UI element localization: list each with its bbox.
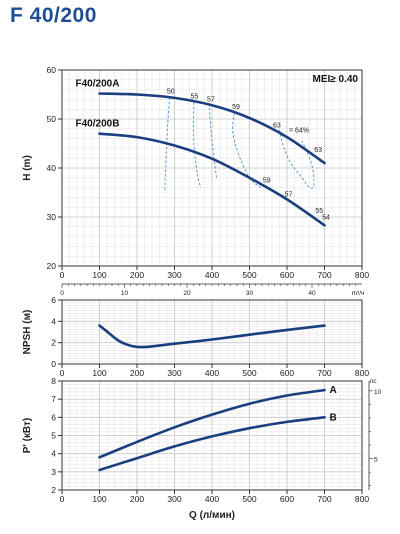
- page-title: F 40/200: [10, 4, 97, 27]
- efficiency-label: 57: [285, 191, 293, 198]
- y-tick-label: 6: [51, 412, 56, 422]
- efficiency-curve-55: [192, 102, 202, 188]
- y-axis-title: H (m): [22, 155, 33, 181]
- y-tick-label: 40: [47, 163, 57, 173]
- series-label: F40/200B: [76, 119, 120, 130]
- x-tick-label: 300: [167, 494, 181, 504]
- mei-annotation: MEI≥ 0.40: [312, 74, 358, 85]
- secondary-x-tick-label: 20: [183, 290, 191, 297]
- x-tick-label: 600: [280, 368, 294, 378]
- secondary-x-tick-label: 30: [246, 290, 254, 297]
- x-tick-label: 0: [60, 494, 65, 504]
- secondary-y-unit: лс: [369, 378, 377, 385]
- y-tick-label: 7: [51, 394, 56, 404]
- efficiency-label: 55: [190, 93, 198, 100]
- y-axis-title: NPSH (м): [22, 310, 33, 355]
- x-tick-label: 400: [205, 270, 219, 280]
- y-tick-label: 20: [47, 261, 57, 271]
- x-tick-label: 700: [317, 368, 331, 378]
- efficiency-label: 50: [167, 89, 175, 96]
- efficiency-label: 57: [207, 96, 215, 103]
- y-tick-label: 5: [51, 431, 56, 441]
- npsh-curve: [98, 324, 326, 349]
- x-tick-label: 800: [355, 494, 369, 504]
- efficiency-label: 55: [315, 208, 323, 215]
- y-tick-label: 4: [51, 316, 56, 326]
- series-f40-200a: [98, 92, 326, 165]
- secondary-x-tick-label: 10: [121, 290, 129, 297]
- x-tick-label: 100: [92, 494, 106, 504]
- x-tick-label: 400: [205, 494, 219, 504]
- x-tick-label: 0: [60, 368, 65, 378]
- y-tick-label: 3: [51, 467, 56, 477]
- y-tick-label: 8: [51, 376, 56, 386]
- npsh-chart: 0 100 200 300 400 500 600 700 800 0 2 4 6 NPSH (м): [22, 295, 369, 378]
- y-tick-label: 4: [51, 449, 56, 459]
- x-tick-label: 700: [317, 270, 331, 280]
- y-axis-title: P' (кВт): [22, 418, 33, 453]
- x-tick-label: 600: [280, 270, 294, 280]
- x-tick-label: 300: [167, 270, 181, 280]
- x-tick-label: 800: [355, 270, 369, 280]
- x-tick-label: 500: [242, 270, 256, 280]
- efficiency-label: 59: [263, 178, 271, 185]
- x-tick-label: 100: [92, 368, 106, 378]
- x-tick-label: 0: [60, 270, 65, 280]
- x-tick-label: 600: [280, 494, 294, 504]
- x-tick-label: 100: [92, 270, 106, 280]
- x-tick-label: 700: [317, 494, 331, 504]
- x-tick-label: 500: [242, 494, 256, 504]
- x-tick-label: 200: [130, 270, 144, 280]
- power-chart: 0 100 200 300 400 500 600 700 800 2 3 4 5 6 7 8 P' (кВт)…: [22, 376, 382, 521]
- y-tick-label: 2: [51, 485, 56, 495]
- efficiency-curve-57: [208, 103, 217, 178]
- x-tick-label: 400: [205, 368, 219, 378]
- efficiency-curve-50: [164, 97, 171, 193]
- x-tick-label: 200: [130, 494, 144, 504]
- secondary-x-tick-label: 0: [60, 290, 64, 297]
- efficiency-label: 63: [314, 147, 322, 154]
- efficiency-label: 59: [232, 104, 240, 111]
- efficiency-label: = 64%: [289, 128, 309, 135]
- y-tick-label: 0: [51, 359, 56, 369]
- y-tick-label: 50: [47, 114, 57, 124]
- series-b: [98, 416, 326, 472]
- x-tick-label: 800: [355, 368, 369, 378]
- series-a: [98, 388, 326, 459]
- y-tick-label: 2: [51, 338, 56, 348]
- secondary-y-tick-label: 10: [374, 389, 382, 396]
- x-axis-title: Q (л/мин): [189, 510, 235, 521]
- x-tick-label: 300: [167, 368, 181, 378]
- x-tick-label: 200: [130, 368, 144, 378]
- secondary-x-unit: m³/ч: [352, 290, 365, 297]
- efficiency-curve-59: [232, 113, 262, 188]
- y-tick-label: 30: [47, 212, 57, 222]
- series-label: A: [330, 385, 337, 396]
- efficiency-label: 63: [273, 122, 281, 129]
- y-tick-label: 6: [51, 295, 56, 305]
- series-label: F40/200A: [76, 79, 120, 90]
- efficiency-curve-63: [279, 129, 315, 189]
- series-f40-200b: [98, 132, 326, 227]
- x-tick-label: 500: [242, 368, 256, 378]
- secondary-y-tick-label: 5: [374, 457, 378, 464]
- y-tick-label: 60: [47, 65, 57, 75]
- secondary-x-tick-label: 40: [308, 290, 316, 297]
- efficiency-label: 54: [322, 214, 330, 221]
- series-label: B: [330, 412, 337, 423]
